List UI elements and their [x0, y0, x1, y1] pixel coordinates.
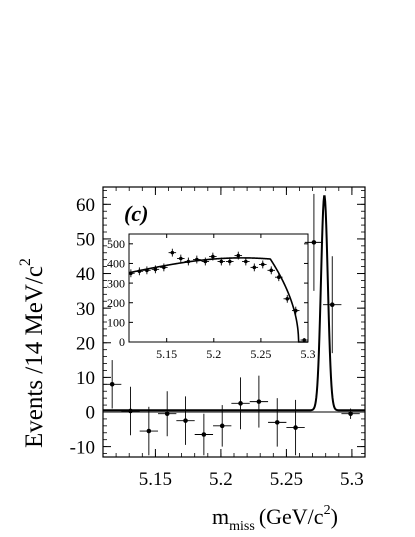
inset-x-tick-label: 5.25 [250, 347, 271, 361]
main-x-tick-label: 5.25 [270, 469, 303, 490]
main-y-tick-label: -10 [70, 437, 95, 458]
inset-data-point [293, 308, 298, 313]
inset-data-point [170, 250, 175, 255]
inset-y-tick-label: 0 [119, 335, 125, 349]
inset-data-point [236, 253, 241, 258]
chart-labels: (c) mmiss (GeV/c2) Events /14 MeV/c2 [17, 201, 338, 534]
main-data-point [164, 411, 170, 417]
inset-data-point [285, 297, 290, 301]
inset-x-tick-label: 5.15 [156, 347, 177, 361]
inset-plot: 5.15 5.2 5.25 5.3 0 100 200 300 400 500 [107, 233, 316, 361]
main-y-tick-label: 30 [76, 299, 95, 320]
inset-data-point [186, 259, 191, 264]
inset-y-tick-label: 500 [107, 237, 125, 251]
inset-frame [128, 233, 309, 343]
main-data-point [311, 240, 317, 245]
main-data-point [183, 418, 188, 423]
inset-data-point [145, 268, 149, 273]
main-y-tick-label: 10 [76, 368, 95, 389]
main-data-point [128, 408, 133, 414]
main-fit-curve [103, 195, 365, 412]
inset-y-tick-label: 100 [107, 316, 125, 330]
inset-data-point [153, 267, 158, 272]
inset-x-tick-label: 5.3 [301, 347, 316, 361]
inset-data-point [211, 254, 215, 259]
inset-data-point [276, 275, 281, 280]
inset-data-point [195, 257, 199, 262]
main-y-tick-label: 0 [86, 403, 96, 424]
inset-data-point [179, 256, 183, 261]
inset-y-tick-label: 400 [107, 257, 125, 271]
inset-data-point [203, 259, 208, 264]
inset-data-point [129, 271, 133, 276]
main-x-tick-label: 5.3 [340, 469, 364, 490]
inset-data-point [269, 268, 274, 273]
main-plot: 5.15 5.2 5.25 5.3 -10 0 10 20 30 40 50 60 [70, 186, 366, 490]
inset-fit-curve [128, 257, 308, 343]
main-data-point [256, 399, 262, 404]
y-axis-label: Events /14 MeV/c2 [17, 258, 48, 448]
main-data-point [109, 382, 115, 387]
inset-data-point [162, 265, 166, 270]
main-x-tick-label: 5.2 [209, 469, 233, 490]
panel-label: (c) [124, 201, 148, 226]
main-data-point [219, 423, 225, 429]
inset-data-point [228, 259, 232, 264]
inset-data-point [219, 259, 224, 264]
y-axis-label-group: Events /14 MeV/c2 [17, 258, 48, 448]
inset-data-point [244, 259, 248, 264]
inset-data-point [252, 265, 257, 270]
main-data-point [329, 302, 335, 307]
main-data-point [348, 411, 353, 417]
inset-y-tick-label: 300 [107, 276, 125, 290]
main-y-tick-label: 50 [76, 230, 95, 251]
x-axis-label: mmiss (GeV/c2) [212, 503, 338, 534]
main-y-tick-label: 20 [76, 333, 95, 354]
inset-data-point [137, 269, 142, 274]
main-y-tick-label: 40 [76, 264, 95, 285]
inset-x-tick-label: 5.2 [206, 347, 221, 361]
main-data-point [274, 420, 280, 425]
inset-data-point [260, 262, 265, 267]
inset-y-tick-label: 200 [107, 296, 125, 310]
main-data-point [293, 425, 298, 430]
main-data-point [238, 401, 243, 406]
inset-data-point [302, 338, 307, 342]
main-x-tick-label: 5.15 [139, 469, 172, 490]
main-data-point [146, 428, 152, 434]
main-data-point [201, 432, 207, 437]
main-y-tick-label: 60 [76, 195, 95, 216]
